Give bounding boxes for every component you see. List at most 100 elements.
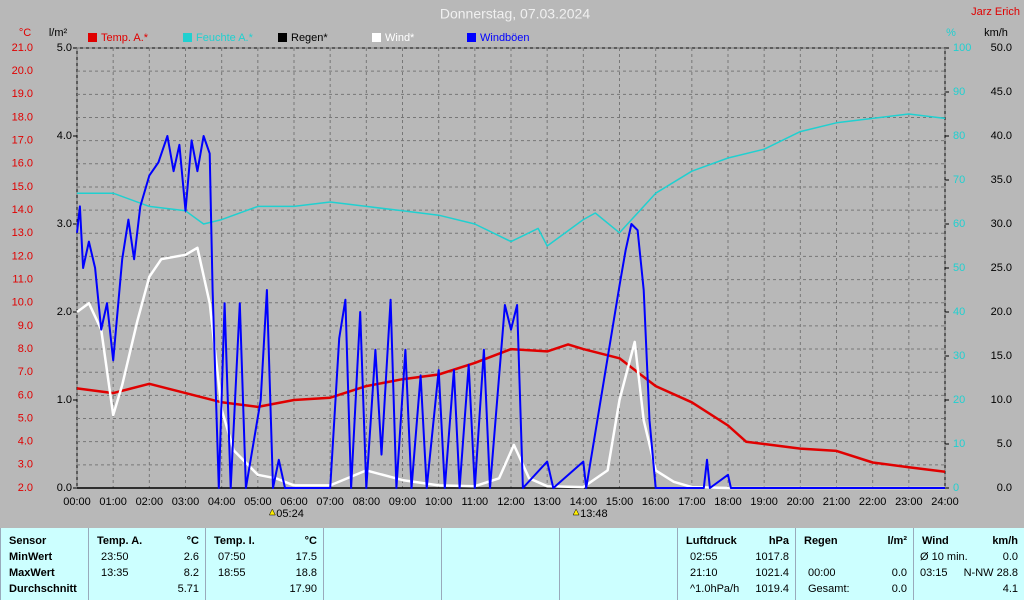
table-column: Regen l/m² 00:00 0.0 Gesamt: 0.0 [795,528,913,600]
table-column: Luftdruck hPa 02:55 1017.8 21:10 1021.4 ^1.0hP… [677,528,795,600]
x-tick-label: 18:00 [714,496,742,508]
y-tick-label: 5.0 [997,438,1012,450]
y-tick-label: 13.0 [12,227,33,239]
axis-unit: km/h [984,27,1008,39]
annotation: 05:24 [276,508,304,520]
cell-value: 1021.4 [755,567,789,579]
column-unit: hPa [768,535,789,547]
x-tick-label: 11:00 [461,496,488,508]
y-tick-label: 5.0 [18,412,33,424]
chart-title: Donnerstag, 07.03.2024 [440,6,590,22]
x-tick-label: 03:00 [172,496,200,508]
table-cell [441,528,559,600]
legend-swatch [278,33,287,42]
column-unit: °C [186,535,199,547]
y-tick-label: 10.0 [12,297,33,309]
x-tick-label: 15:00 [606,496,634,508]
y-tick-label: 0.0 [57,482,72,494]
y-tick-label: 12.0 [12,250,33,262]
series-line [77,113,946,247]
x-tick-label: 19:00 [750,496,778,508]
x-tick-label: 14:00 [570,496,598,508]
legend-label: Regen* [291,32,328,44]
legend-label: Temp. A.* [101,32,149,44]
x-tick-label: 06:00 [280,496,308,508]
cell-value: 4.1 [1002,583,1018,595]
legend-label: Wind* [385,32,415,44]
axis-unit: % [946,27,956,39]
y-tick-label: 8.0 [18,343,33,355]
y-tick-label: 0 [953,482,959,494]
column-header: Regen [804,535,838,547]
y-tick-label: 3.0 [57,218,72,230]
y-tick-label: 5.0 [57,42,72,54]
y-tick-label: 35.0 [991,174,1012,186]
table-column: Temp. I. °C 07:50 17.5 18:55 18.8 17.90 [205,528,323,600]
cell-time: 03:15 [920,567,948,579]
table-column: Wind km/h Ø 10 min. 0.0 03:15 N-NW 28.8 4.1 [913,528,1024,600]
y-tick-label: 4.0 [57,130,72,142]
column-header: Luftdruck [686,535,737,547]
cell-value: 18.8 [295,567,317,579]
x-tick-label: 08:00 [353,496,381,508]
y-tick-label: 40 [953,306,965,318]
y-tick-label: 50.0 [991,42,1012,54]
y-tick-label: 90 [953,86,965,98]
x-tick-label: 02:00 [136,496,164,508]
legend-swatch [467,33,476,42]
y-tick-label: 9.0 [18,320,33,332]
table-column: Temp. A. °C 23:50 2.6 13:35 8.2 5.71 [88,528,205,600]
y-tick-label: 7.0 [18,366,33,378]
cell-value: 17.90 [289,583,317,595]
row-label: MaxWert [9,567,55,579]
column-unit: l/m² [887,535,907,547]
y-tick-label: 19.0 [12,88,33,100]
x-tick-label: 21:00 [823,496,851,508]
y-tick-label: 3.0 [18,459,33,471]
cell-time: 00:00 [808,567,836,579]
column-header: Wind [922,535,949,547]
sun-marker [572,508,580,516]
legend-label: Windböen [480,32,530,44]
y-tick-label: 45.0 [991,86,1012,98]
table-cell [323,528,441,600]
x-tick-label: 10:00 [425,496,453,508]
x-tick-label: 01:00 [99,496,127,508]
cell-time: 13:35 [101,567,129,579]
y-tick-label: 80 [953,130,965,142]
y-tick-label: 2.0 [57,306,72,318]
y-tick-label: 25.0 [991,262,1012,274]
cell-value: 0.0 [891,567,907,579]
legend-swatch [183,33,192,42]
axis-unit: l/m² [49,27,68,39]
author: Jarz Erich [971,6,1020,18]
chart: Donnerstag, 07.03.2024 Jarz Erich °C 2.0 3… [12,6,1020,520]
y-tick-label: 4.0 [18,436,33,448]
legend-swatch [88,33,97,42]
cell-time: Ø 10 min. [920,551,968,563]
y-tick-label: 11.0 [12,273,33,285]
y-tick-label: 15.0 [991,350,1012,362]
x-tick-label: 00:00 [63,496,91,508]
y-tick-label: 2.0 [18,482,33,494]
y-tick-label: 21.0 [12,42,33,54]
y-tick-label: 0.0 [997,482,1012,494]
column-header: Temp. I. [214,535,255,547]
cell-time: 07:50 [218,551,246,563]
y-tick-label: 10.0 [991,394,1012,406]
series-line [76,135,945,489]
column-header: Sensor [9,535,47,547]
y-tick-label: 20.0 [12,65,33,77]
x-tick-label: 23:00 [895,496,923,508]
y-tick-label: 15.0 [12,181,33,193]
cell-value: 2.6 [183,551,199,563]
x-tick-label: 20:00 [787,496,815,508]
annotation: 13:48 [580,508,608,520]
table-cell [559,528,677,600]
y-tick-label: 16.0 [12,158,33,170]
y-tick-label: 30.0 [991,218,1012,230]
y-tick-label: 20 [953,394,965,406]
row-label: MinWert [9,551,53,563]
x-tick-label: 12:00 [497,496,525,508]
sun-marker [268,508,276,516]
